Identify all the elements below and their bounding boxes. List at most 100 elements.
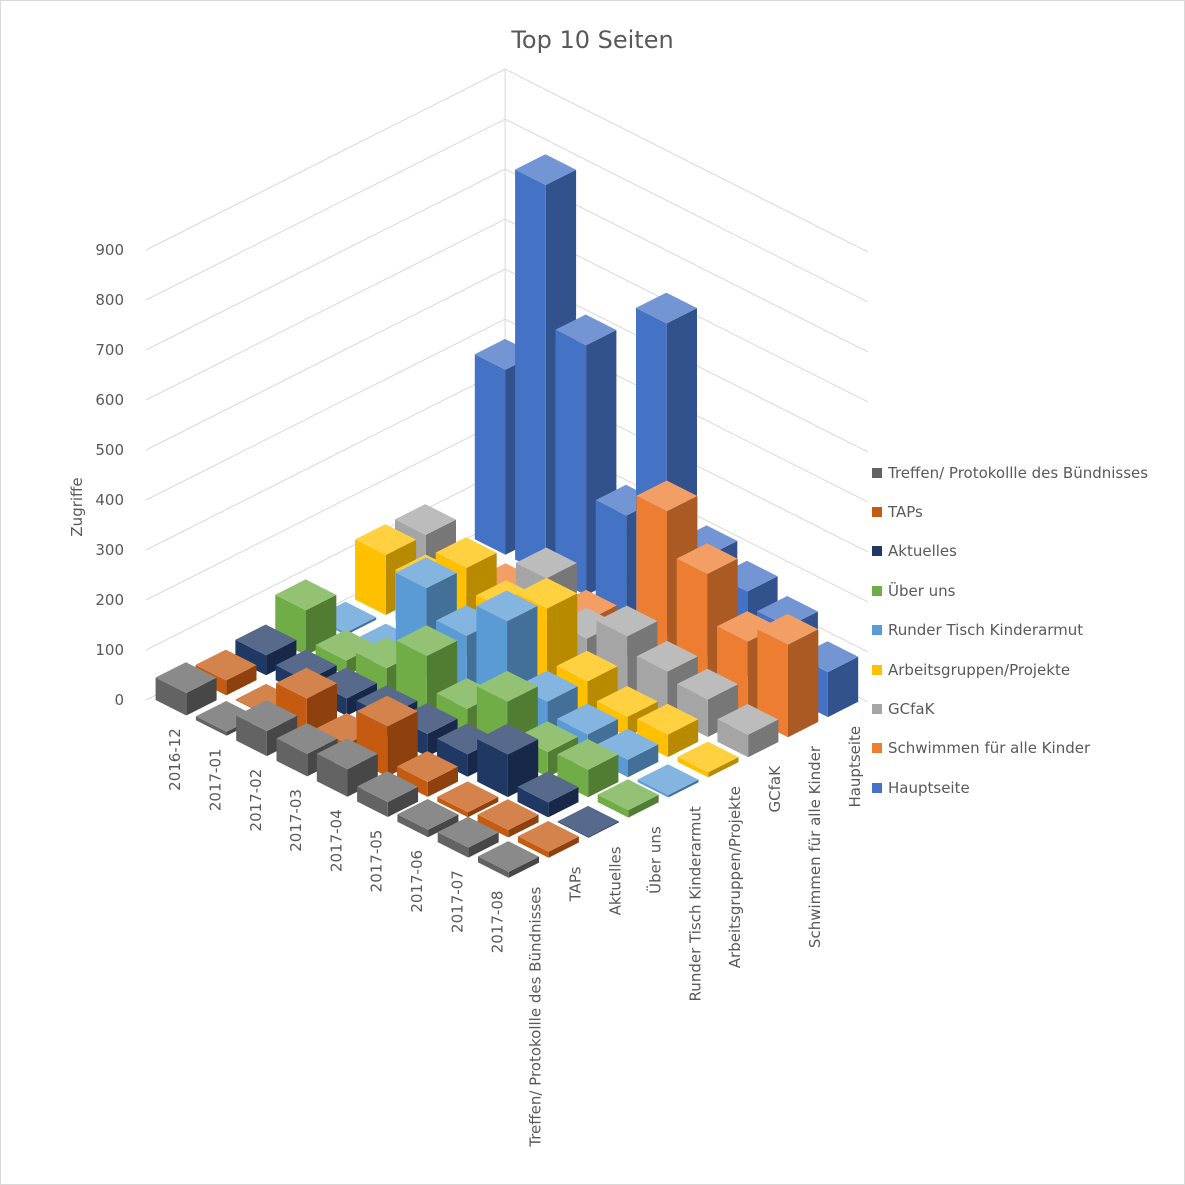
legend-swatch xyxy=(872,546,882,557)
month-tick-label: 2017-03 xyxy=(287,789,305,852)
bar-top-face xyxy=(316,667,377,699)
bar xyxy=(477,799,539,838)
gridline xyxy=(145,118,869,303)
bar-side-face xyxy=(588,821,619,838)
bar-top-face xyxy=(397,751,458,782)
bar-top-face xyxy=(396,625,458,657)
bar-front-face xyxy=(357,786,388,817)
bar-front-face xyxy=(637,719,668,758)
y-tick-label: 0 xyxy=(114,691,124,709)
bar-top-face xyxy=(356,695,418,727)
bar-top-face xyxy=(636,480,698,512)
bar-side-face xyxy=(628,794,659,818)
bar-front-face xyxy=(517,786,549,818)
bar-top-face xyxy=(276,667,338,699)
legend-swatch xyxy=(872,704,882,715)
bar-front-face xyxy=(477,814,509,838)
bar-top-face xyxy=(437,816,499,848)
month-tick-label: 2017-07 xyxy=(448,870,466,933)
bar xyxy=(155,662,217,716)
month-tick-label: 2017-06 xyxy=(408,850,426,913)
bar-front-face xyxy=(517,836,549,858)
bar-front-face xyxy=(515,169,546,575)
legend-swatch xyxy=(872,507,882,518)
legend-label: GCfaK xyxy=(888,700,935,719)
legend-swatch xyxy=(872,664,882,675)
bar-top-face xyxy=(636,292,697,324)
month-tick-label: 2017-04 xyxy=(327,809,345,872)
legend-item: TAPs xyxy=(872,492,1148,531)
legend-item: Über uns xyxy=(872,571,1148,610)
bar xyxy=(478,841,539,878)
y-axis-title: Zugriffe xyxy=(68,477,86,536)
bar xyxy=(637,703,699,758)
bar-top-face xyxy=(395,557,457,589)
bar-top-face xyxy=(557,703,618,735)
bar-side-face xyxy=(345,617,377,636)
month-tick-label: 2017-02 xyxy=(247,769,265,832)
bar-side-face xyxy=(266,640,297,676)
bar-top-face xyxy=(435,537,497,569)
bar-side-face xyxy=(548,836,579,858)
legend-label: Runder Tisch Kinderarmut xyxy=(888,621,1084,640)
bar-side-face xyxy=(468,832,499,858)
bar-top-face xyxy=(395,504,456,535)
bar-front-face xyxy=(555,329,587,596)
gridline xyxy=(145,68,869,253)
bar-top-face xyxy=(516,670,578,702)
bar-side-face xyxy=(667,719,699,758)
bar-top-face xyxy=(756,596,818,627)
series-tick-label: Runder Tisch Kinderarmut xyxy=(686,806,704,1001)
bar-side-face xyxy=(588,754,619,798)
bar xyxy=(397,799,459,838)
bar xyxy=(557,805,619,838)
bar-top-face xyxy=(155,662,217,693)
bar-top-face xyxy=(557,805,619,837)
bar-top-face xyxy=(516,577,578,609)
legend-item: Hauptseite xyxy=(872,768,1148,807)
y-tick-label: 200 xyxy=(95,591,124,609)
y-tick-label: 300 xyxy=(95,541,124,559)
bar-front-face xyxy=(557,821,589,838)
bar-front-face xyxy=(477,739,508,798)
bar xyxy=(235,624,297,676)
bar xyxy=(517,771,579,818)
series-tick-label: TAPs xyxy=(567,866,585,902)
legend: Treffen/ Protokollle des Bündnisses TAPs A… xyxy=(872,453,1148,808)
bar-front-face xyxy=(155,677,187,716)
bar-front-face xyxy=(397,814,429,838)
bar-front-face xyxy=(397,766,428,797)
bar-front-face xyxy=(637,779,669,798)
bar-front-face xyxy=(276,738,308,777)
bar-front-face xyxy=(595,500,627,616)
bar xyxy=(437,816,499,858)
bar xyxy=(357,771,419,817)
series-tick-label: Schwimmen für alle Kinder xyxy=(806,745,824,948)
bar-top-face xyxy=(757,613,819,645)
bar xyxy=(316,738,378,797)
bar-front-face xyxy=(437,796,468,818)
bar xyxy=(557,739,619,798)
legend-swatch xyxy=(872,743,882,754)
bar-top-face xyxy=(478,841,539,872)
bar-top-face xyxy=(637,764,699,795)
bar-top-face xyxy=(557,739,619,770)
y-tick-label: 500 xyxy=(95,441,124,459)
bar-top-face xyxy=(515,154,577,185)
bar xyxy=(396,625,458,717)
bar-top-face xyxy=(597,779,659,811)
bar xyxy=(437,781,499,818)
bar xyxy=(637,764,699,798)
bar-front-face xyxy=(677,756,709,778)
bar-top-face xyxy=(275,579,337,611)
series-tick-label: Treffen/ Protokollle des Bündnisses xyxy=(527,886,545,1147)
legend-item: GCfaK xyxy=(872,689,1148,728)
legend-item: Aktuelles xyxy=(872,532,1148,571)
bar-side-face xyxy=(427,766,458,797)
bar-top-face xyxy=(275,649,337,681)
bar-front-face xyxy=(597,794,629,818)
bar-top-face xyxy=(477,799,539,830)
bar-top-face xyxy=(517,821,579,852)
bar-side-face xyxy=(428,814,459,838)
